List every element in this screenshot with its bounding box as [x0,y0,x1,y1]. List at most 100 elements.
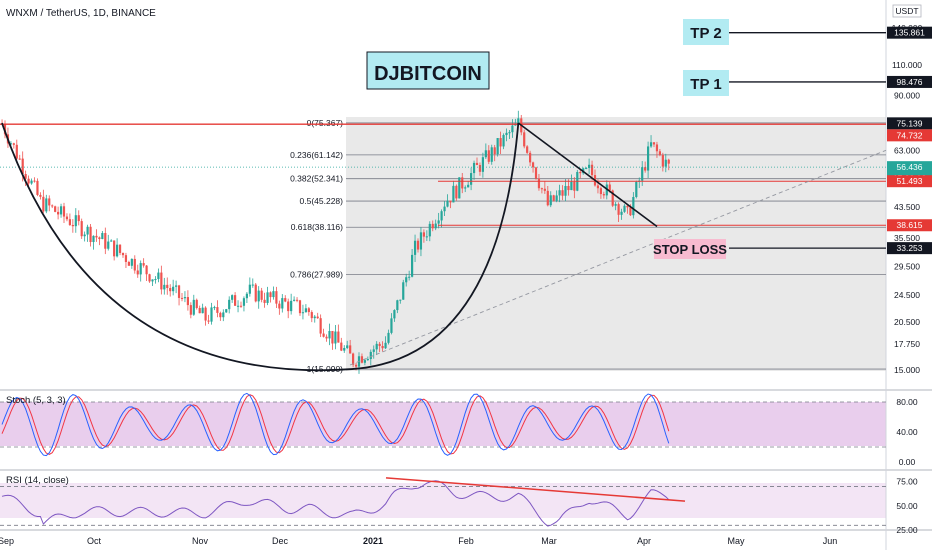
candle-body [248,284,251,294]
candle-body [588,164,591,169]
price-tick-label: 20.500 [894,317,920,327]
candle-body [449,200,452,203]
candle-body [467,184,470,188]
candle-body [68,219,71,225]
candle-body [363,360,366,363]
candle-body [570,181,573,191]
candle-body [652,142,656,145]
candle-body [272,291,275,298]
candle-body [440,211,443,221]
candle-body [295,299,299,301]
tp2-marker: TP 2 [683,19,729,45]
candle-body [596,185,600,189]
candle-body [623,205,626,212]
candle-body [263,299,266,303]
candle-body [195,299,198,309]
price-badge [887,175,932,188]
candle-body [649,142,653,147]
candle-body [183,297,187,299]
candle-body [290,300,293,312]
candle-body [186,297,189,306]
stoch-k-line [1,392,670,457]
price-badge-label: 75.139 [897,118,923,128]
candle-body [287,301,290,312]
candle-body [160,272,163,290]
candle-body [236,305,240,307]
candle-body [360,356,364,363]
candle-body [617,204,620,215]
candle-body [331,330,334,344]
candle-body [372,349,375,352]
candle-body [614,204,617,206]
price-badge-label: 98.476 [897,77,923,87]
time-tick-label: Feb [458,536,474,546]
price-badge-label: 38.615 [897,220,923,230]
candle-body [239,305,243,307]
axes-layer: 140.000110.00090.00063.00043.50035.50029… [0,4,932,546]
candle-body [77,215,80,222]
stoch-tick-label: 0.00 [899,457,916,467]
candle-body [139,263,142,275]
candle-body [48,198,51,206]
candle-body [219,312,222,318]
candle-body [121,252,125,256]
fibonacci-zone [346,117,886,371]
candle-body [549,195,552,206]
candle-body [393,310,396,319]
candle-body [33,180,36,182]
candle-body [251,284,254,286]
candle-body [346,345,349,348]
candle-body [437,220,440,224]
candle-body [564,185,567,196]
rsi-panel-band [0,483,886,518]
candle-body [163,284,166,290]
candle-body [177,285,181,298]
fib-label: 1(15.090) [307,364,344,374]
candle-body [526,146,529,153]
fib-label: 0.5(45.228) [300,196,344,206]
time-tick-label: Dec [272,536,289,546]
time-tick-label: Sep [0,536,14,546]
candle-body [316,316,319,319]
candle-body [334,331,337,344]
price-tick-label: 110.000 [892,60,922,70]
candle-body [354,364,358,367]
candle-body [461,177,464,189]
candle-body [275,291,278,304]
tp2-label: TP 2 [690,25,721,42]
price-badge-label: 51.493 [897,176,923,186]
candle-body [531,162,535,168]
candle-body [478,165,482,172]
stoch-tick-label: 80.00 [896,397,918,407]
price-tick-label: 29.500 [894,261,920,271]
price-badge-label: 135.861 [894,28,925,38]
candle-body [15,144,18,159]
candle-body [455,185,458,199]
candle-body [590,164,594,176]
candle-body [375,343,378,350]
candle-body [281,298,284,309]
candle-body [552,195,555,201]
rsi-title: RSI (14, close) [6,475,69,486]
candle-body [523,132,526,147]
candle-body [340,342,343,351]
candle-body [641,167,644,181]
candle-body [517,118,520,124]
candle-body [116,244,119,257]
candle-body [635,181,638,197]
candle-body [207,320,210,322]
candle-body [647,146,650,171]
price-tick-label: 24.500 [894,290,920,300]
candle-body [42,196,45,212]
candle-body [172,286,175,292]
candle-body [508,132,511,134]
candle-body [499,138,502,147]
candle-body [51,205,54,207]
candle-body [101,233,104,240]
candle-body [352,353,355,365]
candle-body [416,240,420,250]
time-tick-label: Apr [637,536,651,546]
time-tick-label: Nov [192,536,209,546]
candle-body [310,312,313,319]
